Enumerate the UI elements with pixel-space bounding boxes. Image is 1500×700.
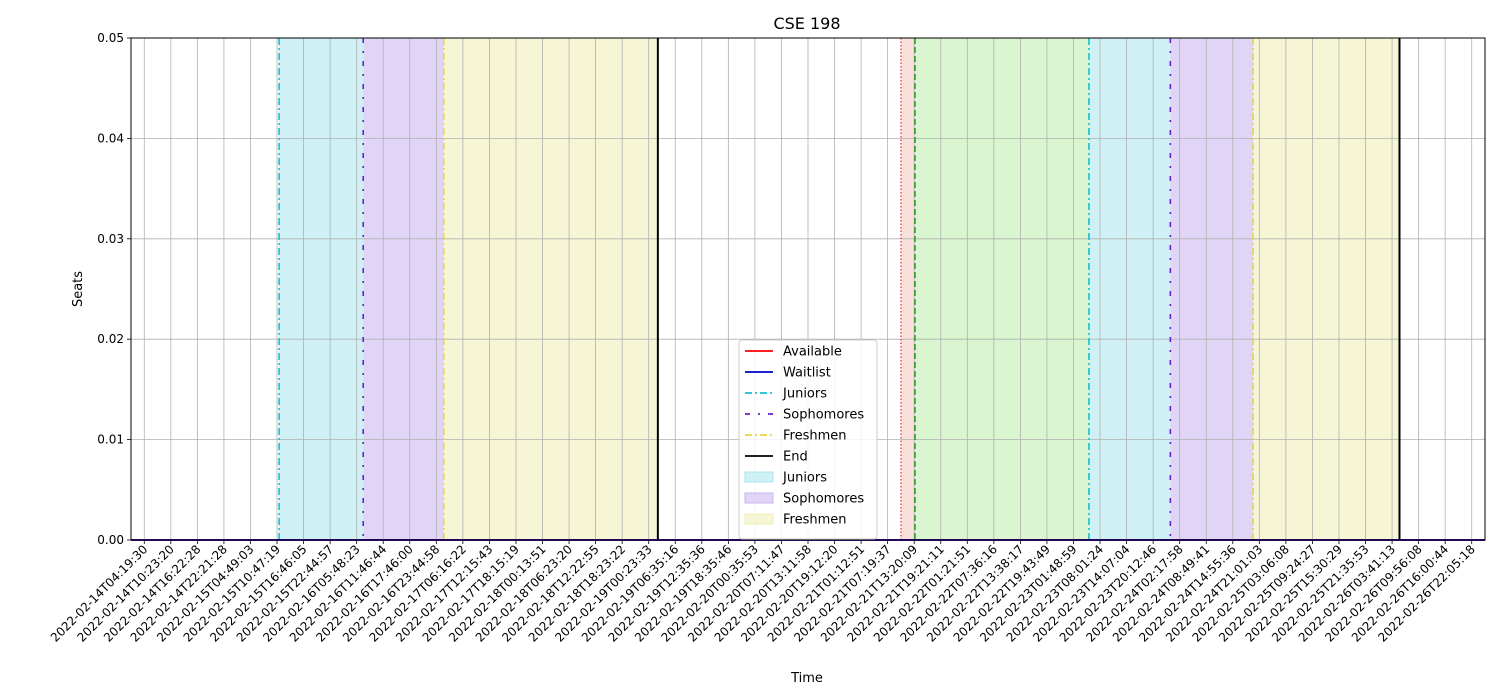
shaded-region-juniors-5 — [1088, 38, 1171, 540]
shaded-region-freshmen-7 — [1253, 38, 1400, 540]
legend-label-juniors: Juniors — [782, 471, 827, 486]
legend-patch-juniors — [744, 471, 774, 483]
legend-box — [738, 339, 878, 540]
legend: Available Waitlist Juniors Sophomores Freshm… — [738, 339, 878, 540]
y-tick-label: 0.02 — [97, 332, 124, 346]
legend-label-juniors: Juniors — [782, 387, 827, 402]
y-tick-label: 0.03 — [97, 232, 124, 246]
shaded-region-unlabeled-3 — [900, 38, 915, 540]
legend-label-end: End — [783, 450, 808, 465]
legend-label-sophomores: Sophomores — [783, 408, 864, 423]
legend-label-sophomores: Sophomores — [783, 492, 864, 507]
shaded-region-sophomores-6 — [1170, 38, 1254, 540]
shaded-region-juniors-0 — [279, 38, 364, 540]
legend-label-freshmen: Freshmen — [783, 429, 847, 444]
y-tick-label: 0.01 — [97, 433, 124, 447]
y-tick-label: 0.05 — [97, 31, 124, 45]
legend-label-waitlist: Waitlist — [783, 366, 831, 381]
legend-patch-sophomores — [744, 492, 774, 504]
shaded-region-unlabeled-4 — [914, 38, 1089, 540]
plot-area: 2022-02-14T04:19:302022-02-14T10:23:2020… — [48, 31, 1486, 645]
shaded-region-sophomores-1 — [363, 38, 444, 540]
y-tick-label: 0.00 — [97, 533, 124, 547]
y-tick-label: 0.04 — [97, 131, 124, 145]
legend-label-available: Available — [783, 345, 842, 360]
chart-title: CSE 198 — [773, 14, 840, 33]
shaded-region-freshmen-2 — [443, 38, 658, 540]
axes-frame — [130, 37, 1486, 541]
y-axis-label: Seats — [71, 271, 86, 307]
legend-label-freshmen: Freshmen — [783, 513, 847, 528]
legend-patch-freshmen — [744, 513, 774, 525]
x-axis-label: Time — [790, 671, 823, 686]
